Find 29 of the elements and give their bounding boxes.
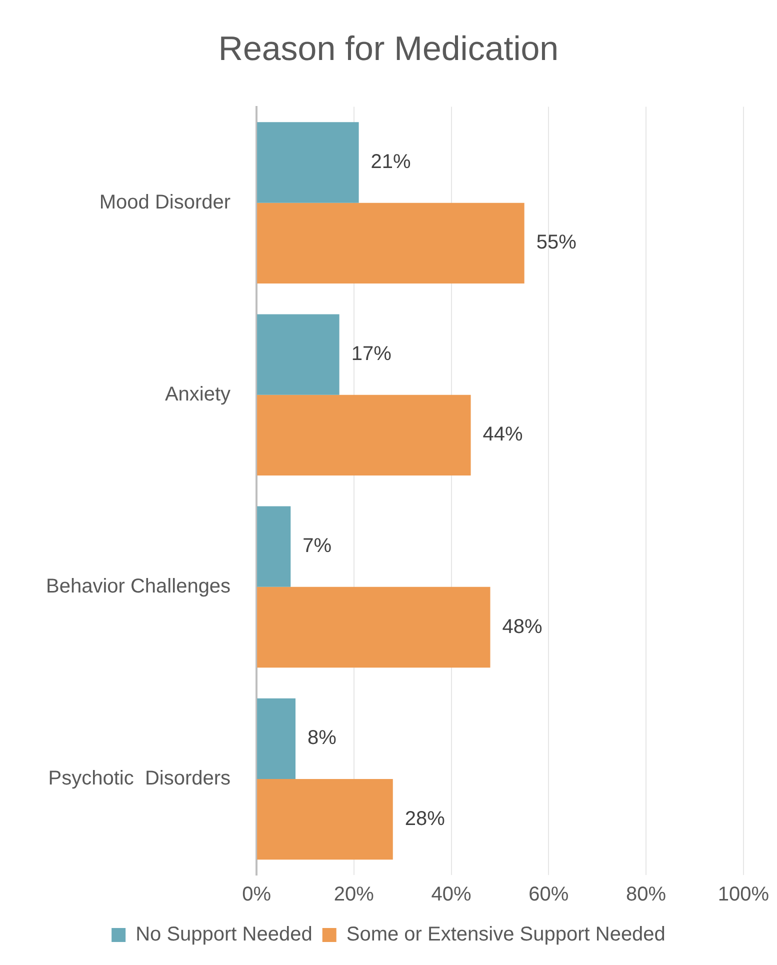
bar	[257, 698, 296, 779]
y-tick-label: Behavior Challenges	[46, 575, 231, 598]
y-tick-label: Anxiety	[164, 383, 231, 406]
legend-label: No Support Needed	[136, 924, 312, 946]
bar	[257, 778, 393, 860]
x-tick-label: 40%	[431, 884, 472, 906]
chart-title: Reason for Medication	[218, 30, 559, 68]
legend-label: Some or Extensive Support Needed	[346, 924, 666, 946]
y-tick-label: Psychotic Disorders	[48, 767, 231, 790]
data-label: 21%	[370, 151, 412, 174]
data-label: 28%	[404, 808, 446, 830]
data-label: 7%	[302, 535, 332, 558]
data-label: 44%	[482, 424, 524, 446]
y-tick-label: Mood Disorder	[99, 191, 231, 214]
data-label: 55%	[536, 232, 577, 254]
x-tick-label: 60%	[528, 884, 569, 906]
bar	[257, 394, 471, 476]
x-tick-label: 20%	[334, 884, 374, 906]
data-label: 17%	[351, 343, 392, 366]
bar	[257, 506, 291, 587]
x-tick-label: 0%	[242, 884, 272, 906]
x-tick-label: 80%	[626, 884, 666, 906]
bar	[257, 122, 359, 203]
bar	[257, 314, 340, 395]
data-label: 8%	[308, 727, 337, 750]
x-tick-label: 100%	[718, 884, 770, 906]
bar	[257, 586, 490, 668]
bar	[257, 202, 524, 284]
data-label: 48%	[502, 616, 542, 638]
